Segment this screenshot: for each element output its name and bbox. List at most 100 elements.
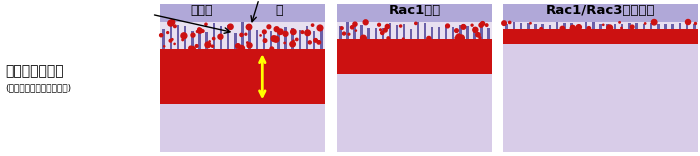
- Bar: [256, 30, 258, 49]
- Circle shape: [198, 28, 201, 31]
- Circle shape: [381, 31, 384, 34]
- Circle shape: [476, 33, 480, 37]
- Circle shape: [160, 34, 162, 37]
- Text: Rac1缺损: Rac1缺损: [389, 4, 440, 17]
- Bar: [636, 23, 638, 29]
- Circle shape: [190, 47, 195, 52]
- Bar: [520, 23, 522, 29]
- Circle shape: [284, 42, 286, 44]
- Text: Rac1/Rac3双重缺损: Rac1/Rac3双重缺损: [546, 4, 655, 17]
- Bar: [657, 24, 659, 29]
- Bar: [241, 22, 244, 49]
- Circle shape: [246, 24, 252, 30]
- Circle shape: [245, 33, 247, 35]
- Bar: [584, 22, 587, 29]
- Bar: [671, 24, 674, 29]
- Circle shape: [260, 35, 261, 36]
- Bar: [160, 49, 325, 104]
- Bar: [679, 23, 681, 29]
- Circle shape: [387, 37, 390, 39]
- Bar: [503, 4, 698, 22]
- Bar: [299, 29, 301, 49]
- Circle shape: [247, 43, 252, 48]
- Bar: [416, 22, 419, 39]
- Circle shape: [236, 44, 240, 48]
- Circle shape: [168, 20, 174, 26]
- Circle shape: [197, 31, 198, 32]
- Circle shape: [485, 24, 488, 26]
- Circle shape: [471, 24, 473, 26]
- Bar: [693, 24, 696, 29]
- Circle shape: [191, 33, 195, 37]
- Bar: [438, 27, 440, 39]
- Circle shape: [474, 30, 475, 32]
- Circle shape: [414, 22, 417, 24]
- Circle shape: [576, 25, 582, 30]
- Circle shape: [213, 37, 215, 40]
- Circle shape: [314, 39, 317, 42]
- Circle shape: [458, 35, 464, 41]
- Circle shape: [560, 26, 565, 31]
- Bar: [650, 23, 652, 29]
- Circle shape: [317, 25, 323, 31]
- Circle shape: [167, 32, 169, 34]
- Circle shape: [603, 24, 604, 25]
- Circle shape: [273, 36, 279, 42]
- Circle shape: [607, 25, 612, 31]
- Bar: [389, 23, 391, 39]
- Circle shape: [473, 27, 478, 32]
- Circle shape: [170, 20, 175, 24]
- Circle shape: [455, 29, 458, 32]
- Circle shape: [293, 40, 294, 42]
- Bar: [169, 22, 172, 49]
- Bar: [162, 29, 164, 49]
- Bar: [368, 28, 370, 39]
- Bar: [563, 23, 566, 29]
- Bar: [431, 27, 433, 39]
- Circle shape: [570, 25, 575, 29]
- Bar: [592, 22, 594, 29]
- Circle shape: [211, 45, 214, 47]
- Circle shape: [652, 20, 657, 25]
- Bar: [549, 25, 551, 29]
- Bar: [346, 22, 349, 39]
- Circle shape: [570, 26, 575, 31]
- Bar: [466, 26, 468, 39]
- Circle shape: [351, 26, 354, 29]
- Circle shape: [645, 23, 646, 24]
- Bar: [473, 27, 475, 39]
- Circle shape: [195, 45, 198, 47]
- Bar: [306, 26, 308, 49]
- Circle shape: [205, 23, 207, 25]
- Circle shape: [461, 24, 466, 29]
- Circle shape: [348, 33, 350, 35]
- Bar: [160, 4, 325, 22]
- Circle shape: [427, 37, 430, 40]
- Bar: [527, 23, 529, 29]
- Circle shape: [308, 41, 312, 44]
- Circle shape: [379, 29, 382, 31]
- Bar: [277, 29, 279, 49]
- Circle shape: [272, 36, 274, 38]
- Circle shape: [385, 24, 389, 29]
- Circle shape: [363, 20, 368, 25]
- Bar: [621, 24, 624, 29]
- Bar: [184, 26, 186, 49]
- Circle shape: [174, 25, 176, 28]
- Circle shape: [290, 29, 296, 34]
- Bar: [234, 33, 237, 49]
- Circle shape: [479, 23, 483, 27]
- Bar: [410, 29, 412, 39]
- Bar: [402, 24, 405, 39]
- Circle shape: [301, 31, 304, 33]
- Bar: [382, 28, 384, 39]
- Bar: [270, 31, 272, 49]
- Circle shape: [587, 27, 591, 30]
- Circle shape: [621, 27, 622, 29]
- Circle shape: [619, 22, 620, 23]
- Text: (红色染色：黄色箭头宽度): (红色染色：黄色箭头宽度): [5, 83, 71, 93]
- Circle shape: [267, 25, 271, 29]
- Bar: [284, 27, 287, 49]
- Bar: [354, 24, 356, 39]
- Circle shape: [240, 33, 243, 37]
